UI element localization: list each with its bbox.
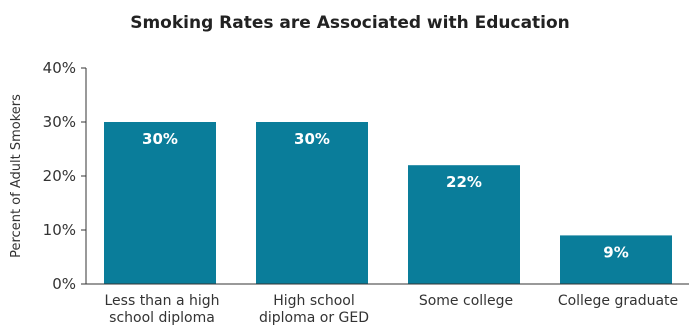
x-tick-label: diploma or GED — [259, 310, 369, 326]
y-tick-label: 40% — [43, 59, 76, 77]
y-tick-label: 10% — [43, 221, 76, 239]
y-tick-label: 30% — [43, 113, 76, 131]
bar — [256, 122, 368, 284]
y-tick-label: 20% — [43, 167, 76, 185]
data-label: 30% — [294, 130, 330, 148]
data-label: 22% — [446, 173, 482, 191]
bar — [408, 165, 520, 284]
chart-title: Smoking Rates are Associated with Educat… — [130, 13, 570, 33]
bar — [560, 235, 672, 284]
data-label: 30% — [142, 130, 178, 148]
bars-group: 30% 30% 22% 9% — [104, 122, 672, 284]
y-tick-label: 0% — [52, 275, 76, 293]
y-axis-label: Percent of Adult Smokers — [9, 94, 24, 258]
y-axis: 0% 10% 20% 30% 40% — [43, 59, 87, 293]
x-tick-label: College graduate — [558, 293, 678, 309]
x-tick-label: Some college — [419, 293, 513, 309]
bar — [104, 122, 216, 284]
x-tick-label: High school — [273, 293, 355, 309]
x-tick-label: Less than a high — [104, 293, 219, 309]
data-label: 9% — [603, 243, 628, 261]
x-tick-label: school diploma — [109, 310, 215, 326]
